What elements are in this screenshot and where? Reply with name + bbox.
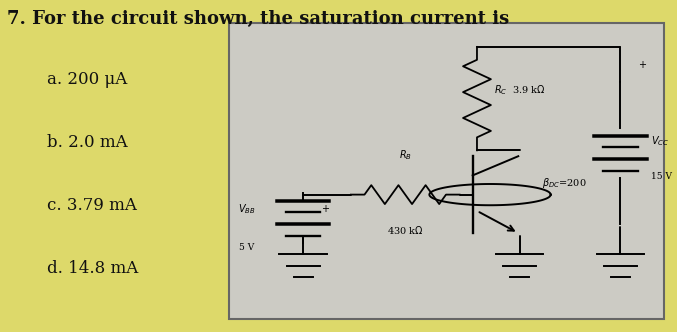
Text: +: +: [321, 205, 329, 214]
Text: $V_{BB}$: $V_{BB}$: [238, 203, 255, 216]
Text: b. 2.0 mA: b. 2.0 mA: [47, 134, 128, 151]
Text: $\beta_{DC}$=200: $\beta_{DC}$=200: [542, 176, 587, 190]
Text: 430 k$\Omega$: 430 k$\Omega$: [387, 224, 424, 236]
Text: 7. For the circuit shown, the saturation current is: 7. For the circuit shown, the saturation…: [7, 10, 509, 28]
Text: +: +: [638, 60, 646, 70]
Text: $R_C$  3.9 k$\Omega$: $R_C$ 3.9 k$\Omega$: [494, 83, 546, 97]
Text: 15 V: 15 V: [651, 172, 672, 181]
Text: d. 14.8 mA: d. 14.8 mA: [47, 260, 138, 278]
Text: $R_B$: $R_B$: [399, 148, 412, 162]
Text: 5 V: 5 V: [239, 243, 254, 252]
FancyBboxPatch shape: [230, 23, 664, 319]
Text: c. 3.79 mA: c. 3.79 mA: [47, 197, 137, 214]
Text: a. 200 μA: a. 200 μA: [47, 71, 127, 88]
Text: $V_{CC}$: $V_{CC}$: [651, 134, 669, 148]
